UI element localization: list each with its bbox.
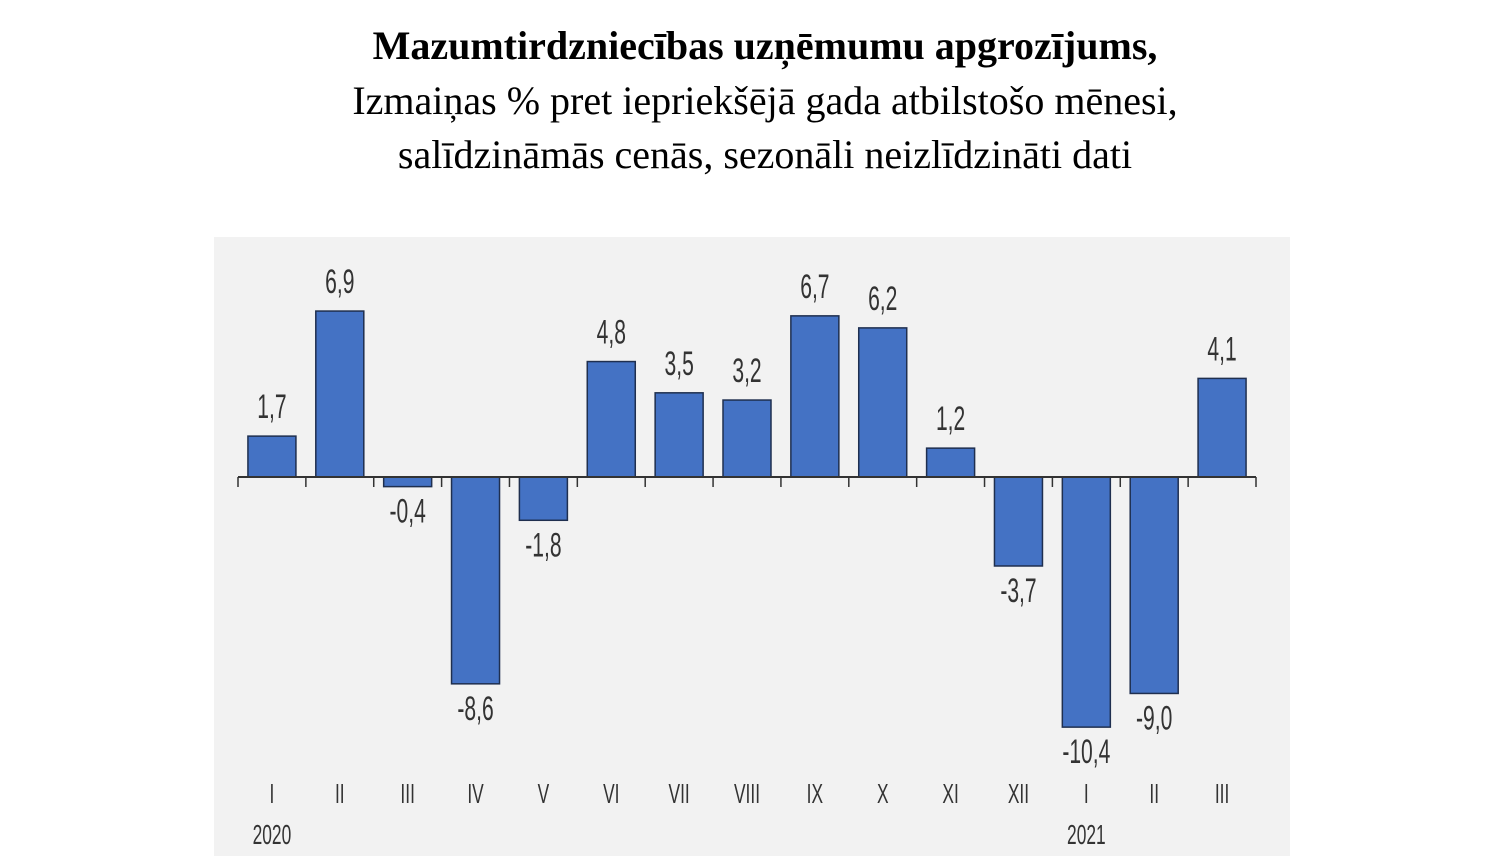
bar	[382, 476, 433, 488]
bar	[450, 476, 501, 685]
bar	[1061, 476, 1112, 728]
x-tick-label: II	[335, 778, 345, 809]
x-tick-label: I	[270, 778, 275, 809]
data-label: 1,7	[257, 387, 286, 425]
x-tick-label: III	[400, 778, 414, 809]
data-label: -3,7	[1000, 571, 1036, 609]
bar	[654, 392, 704, 478]
data-label: -0,4	[390, 491, 426, 529]
bar	[722, 399, 772, 478]
bar	[247, 435, 297, 478]
data-label: 6,7	[800, 267, 829, 305]
year-label: 2020	[253, 819, 292, 850]
bar	[1129, 476, 1179, 695]
year-label: 2021	[1067, 819, 1106, 850]
data-label: -10,4	[1062, 732, 1110, 770]
bar	[518, 476, 569, 522]
x-tick-label: XI	[942, 778, 958, 809]
x-tick-label: IX	[807, 778, 824, 809]
bar	[993, 476, 1044, 567]
data-label: 1,2	[936, 399, 965, 437]
bar	[315, 310, 365, 478]
chart-title: Mazumtirdzniecības uzņēmumu apgrozījums,	[372, 23, 1158, 68]
x-tick-label: V	[538, 778, 550, 809]
chart-subtitle-line-2: salīdzināmās cenās, sezonāli neizlīdzinā…	[397, 132, 1133, 177]
x-tick-label: VII	[669, 778, 690, 809]
bar	[790, 315, 840, 478]
data-label: -8,6	[457, 689, 493, 727]
x-tick-label: X	[877, 778, 889, 809]
plot-area	[214, 237, 1290, 856]
bar	[586, 360, 637, 478]
x-tick-label: XII	[1008, 778, 1029, 809]
x-tick-label: I	[1084, 778, 1089, 809]
data-label: 3,5	[664, 344, 693, 382]
x-tick-label: IV	[467, 778, 484, 809]
bar	[857, 327, 908, 478]
data-label: 6,2	[868, 279, 897, 317]
data-label: 4,8	[597, 312, 626, 350]
x-tick-label: III	[1215, 778, 1229, 809]
data-label: -9,0	[1136, 698, 1172, 736]
data-label: -1,8	[525, 525, 561, 563]
x-tick-label: VI	[603, 778, 619, 809]
bar	[925, 447, 976, 478]
x-tick-label: VIII	[734, 778, 760, 809]
chart-titles: Mazumtirdzniecības uzņēmumu apgrozījums,…	[0, 18, 1500, 182]
data-label: 3,2	[732, 351, 761, 389]
chart-subtitle-line-1: Izmaiņas % pret iepriekšējā gada atbilst…	[352, 78, 1178, 123]
data-label: 6,9	[325, 262, 354, 300]
data-label: 4,1	[1207, 329, 1236, 367]
x-tick-label: II	[1149, 778, 1159, 809]
bar	[1197, 377, 1247, 478]
